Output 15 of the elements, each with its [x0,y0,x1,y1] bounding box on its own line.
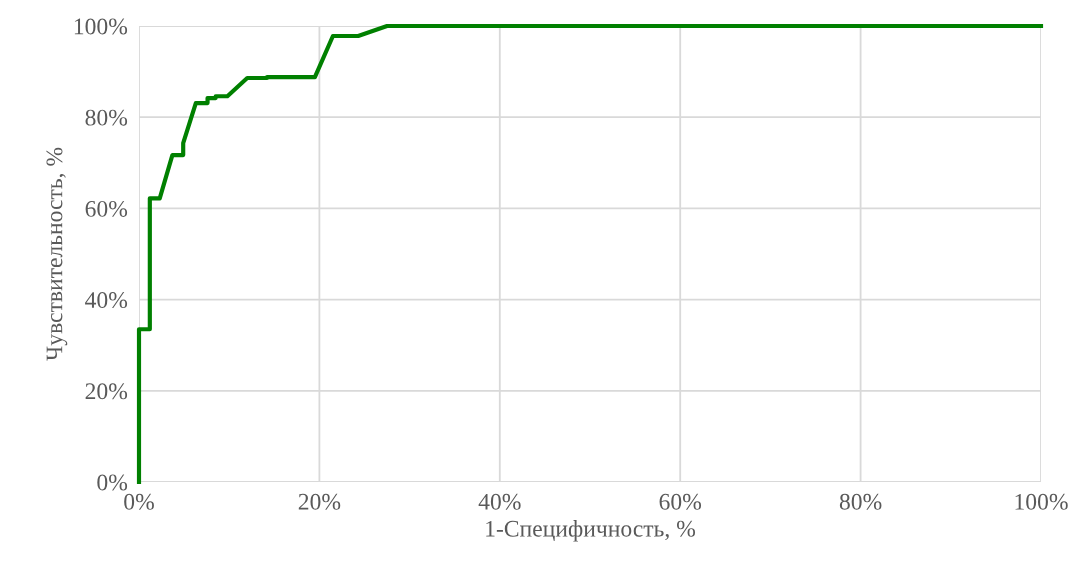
y-tick-label: 40% [85,292,128,309]
y-tick-label: 80% [85,109,128,126]
x-tick-label: 60% [659,493,702,510]
x-tick-label: 100% [1015,493,1068,510]
line-series [136,23,1044,485]
y-tick-label: 20% [85,383,128,400]
y-tick-label: 0% [97,474,128,491]
x-tick-label: 40% [478,493,521,510]
y-tick-label: 100% [74,18,128,35]
x-tick-label: 20% [298,493,341,510]
x-tick-label: 80% [839,493,882,510]
x-tick-label: 0% [124,493,154,510]
y-axis-title: Чувствительность, % [46,147,68,361]
x-axis-title: 1-Специфичность, % [486,520,696,542]
y-tick-label: 60% [85,200,128,217]
